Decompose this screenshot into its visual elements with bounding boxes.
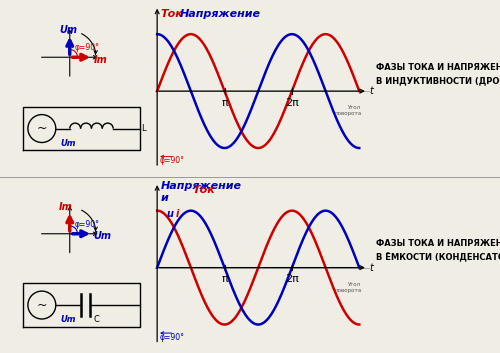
Text: i: i [176,209,178,219]
Text: π: π [221,98,228,108]
Text: Um: Um [60,139,76,148]
Text: ~: ~ [36,122,47,135]
Text: Напряжение: Напряжение [180,8,260,19]
Text: t: t [369,263,373,273]
Text: Um: Um [59,25,77,35]
Text: ФАЗЫ ТОКА И НАПРЯЖЕНИЯ
В ЁМКОСТИ (КОНДЕНСАТОРЕ): ФАЗЫ ТОКА И НАПРЯЖЕНИЯ В ЁМКОСТИ (КОНДЕН… [376,239,500,262]
Text: Ток: Ток [160,8,183,19]
Text: C: C [93,315,99,323]
Text: ФАЗЫ ТОКА И НАПРЯЖЕНИЯ
В ИНДУКТИВНОСТИ (ДРОССЕЛЬ): ФАЗЫ ТОКА И НАПРЯЖЕНИЯ В ИНДУКТИВНОСТИ (… [376,64,500,85]
Text: u: u [167,209,174,219]
Text: Im: Im [59,202,72,212]
Text: Um: Um [94,231,112,241]
Text: Um: Um [60,315,76,324]
Text: Угол
поворота: Угол поворота [334,282,361,293]
Text: Напряжение
и: Напряжение и [160,181,242,203]
Text: t: t [369,86,373,96]
Text: φ=90°: φ=90° [160,333,184,342]
Text: φ=90°: φ=90° [74,43,100,52]
Text: L: L [141,124,146,133]
Text: 2π: 2π [285,274,299,285]
Text: Im: Im [94,55,108,65]
Text: φ=90°: φ=90° [74,220,100,229]
Text: Ток: Ток [192,185,216,195]
Text: Угол
поворота: Угол поворота [334,105,361,116]
Text: 2π: 2π [285,98,299,108]
Text: φ=90°: φ=90° [160,156,184,165]
Text: π: π [221,274,228,285]
Text: ~: ~ [36,299,47,312]
